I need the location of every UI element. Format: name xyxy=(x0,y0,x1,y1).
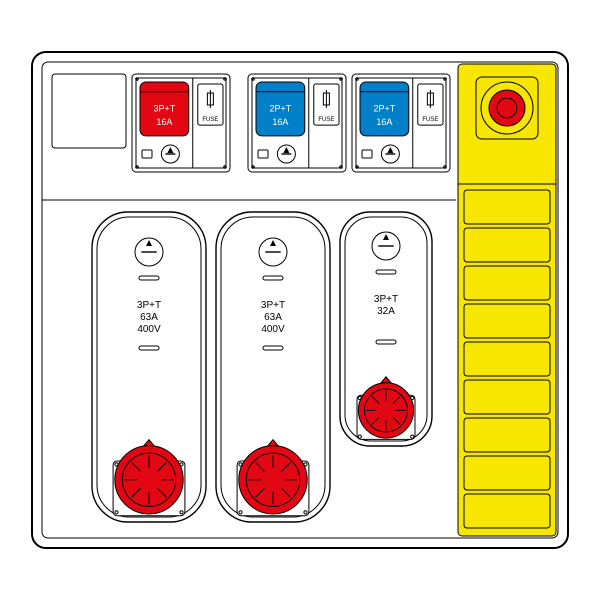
svg-text:2P+T: 2P+T xyxy=(269,104,291,114)
socket-module-top-2: 2P+T 16A FUSE xyxy=(352,74,450,172)
svg-text:32A: 32A xyxy=(377,306,395,317)
svg-text:63A: 63A xyxy=(140,312,158,323)
din-slot-4 xyxy=(464,342,550,376)
svg-text:400V: 400V xyxy=(137,324,161,335)
din-slot-2 xyxy=(464,266,550,300)
interlock-socket-0: 3P+T63A400V xyxy=(92,212,206,522)
socket-flap[interactable]: 2P+T 16A xyxy=(360,82,409,136)
svg-text:63A: 63A xyxy=(264,312,282,323)
breaker-panel xyxy=(458,64,556,536)
svg-text:16A: 16A xyxy=(272,117,288,127)
din-slot-5 xyxy=(464,380,550,414)
svg-text:3P+T: 3P+T xyxy=(137,300,161,311)
svg-text:FUSE: FUSE xyxy=(318,117,334,123)
svg-text:16A: 16A xyxy=(376,117,392,127)
din-slot-3 xyxy=(464,304,550,338)
svg-text:3P+T: 3P+T xyxy=(374,294,398,305)
svg-text:16A: 16A xyxy=(156,117,172,127)
svg-text:3P+T: 3P+T xyxy=(153,104,175,114)
distribution-panel: 3P+T16AFUSE2P+T16AFUSE2P+T16AFUSE3P+T63A… xyxy=(32,52,568,548)
svg-text:2P+T: 2P+T xyxy=(373,104,395,114)
socket-module-top-0: 3P+T 16A FUSE xyxy=(132,74,230,172)
interlock-socket-2: 3P+T32A xyxy=(340,212,432,446)
emergency-stop-button[interactable] xyxy=(481,82,533,134)
din-slot-7 xyxy=(464,456,550,490)
socket-flap[interactable]: 3P+T 16A xyxy=(140,82,189,136)
din-slot-6 xyxy=(464,418,550,452)
svg-text:FUSE: FUSE xyxy=(422,117,438,123)
socket-module-top-1: 2P+T 16A FUSE xyxy=(248,74,346,172)
din-slot-1 xyxy=(464,228,550,262)
socket-flap[interactable]: 2P+T 16A xyxy=(256,82,305,136)
interlock-socket-1: 3P+T63A400V xyxy=(216,212,330,522)
svg-text:FUSE: FUSE xyxy=(202,117,218,123)
din-slot-0 xyxy=(464,190,550,224)
din-slot-8 xyxy=(464,494,550,528)
svg-text:400V: 400V xyxy=(261,324,285,335)
svg-text:3P+T: 3P+T xyxy=(261,300,285,311)
